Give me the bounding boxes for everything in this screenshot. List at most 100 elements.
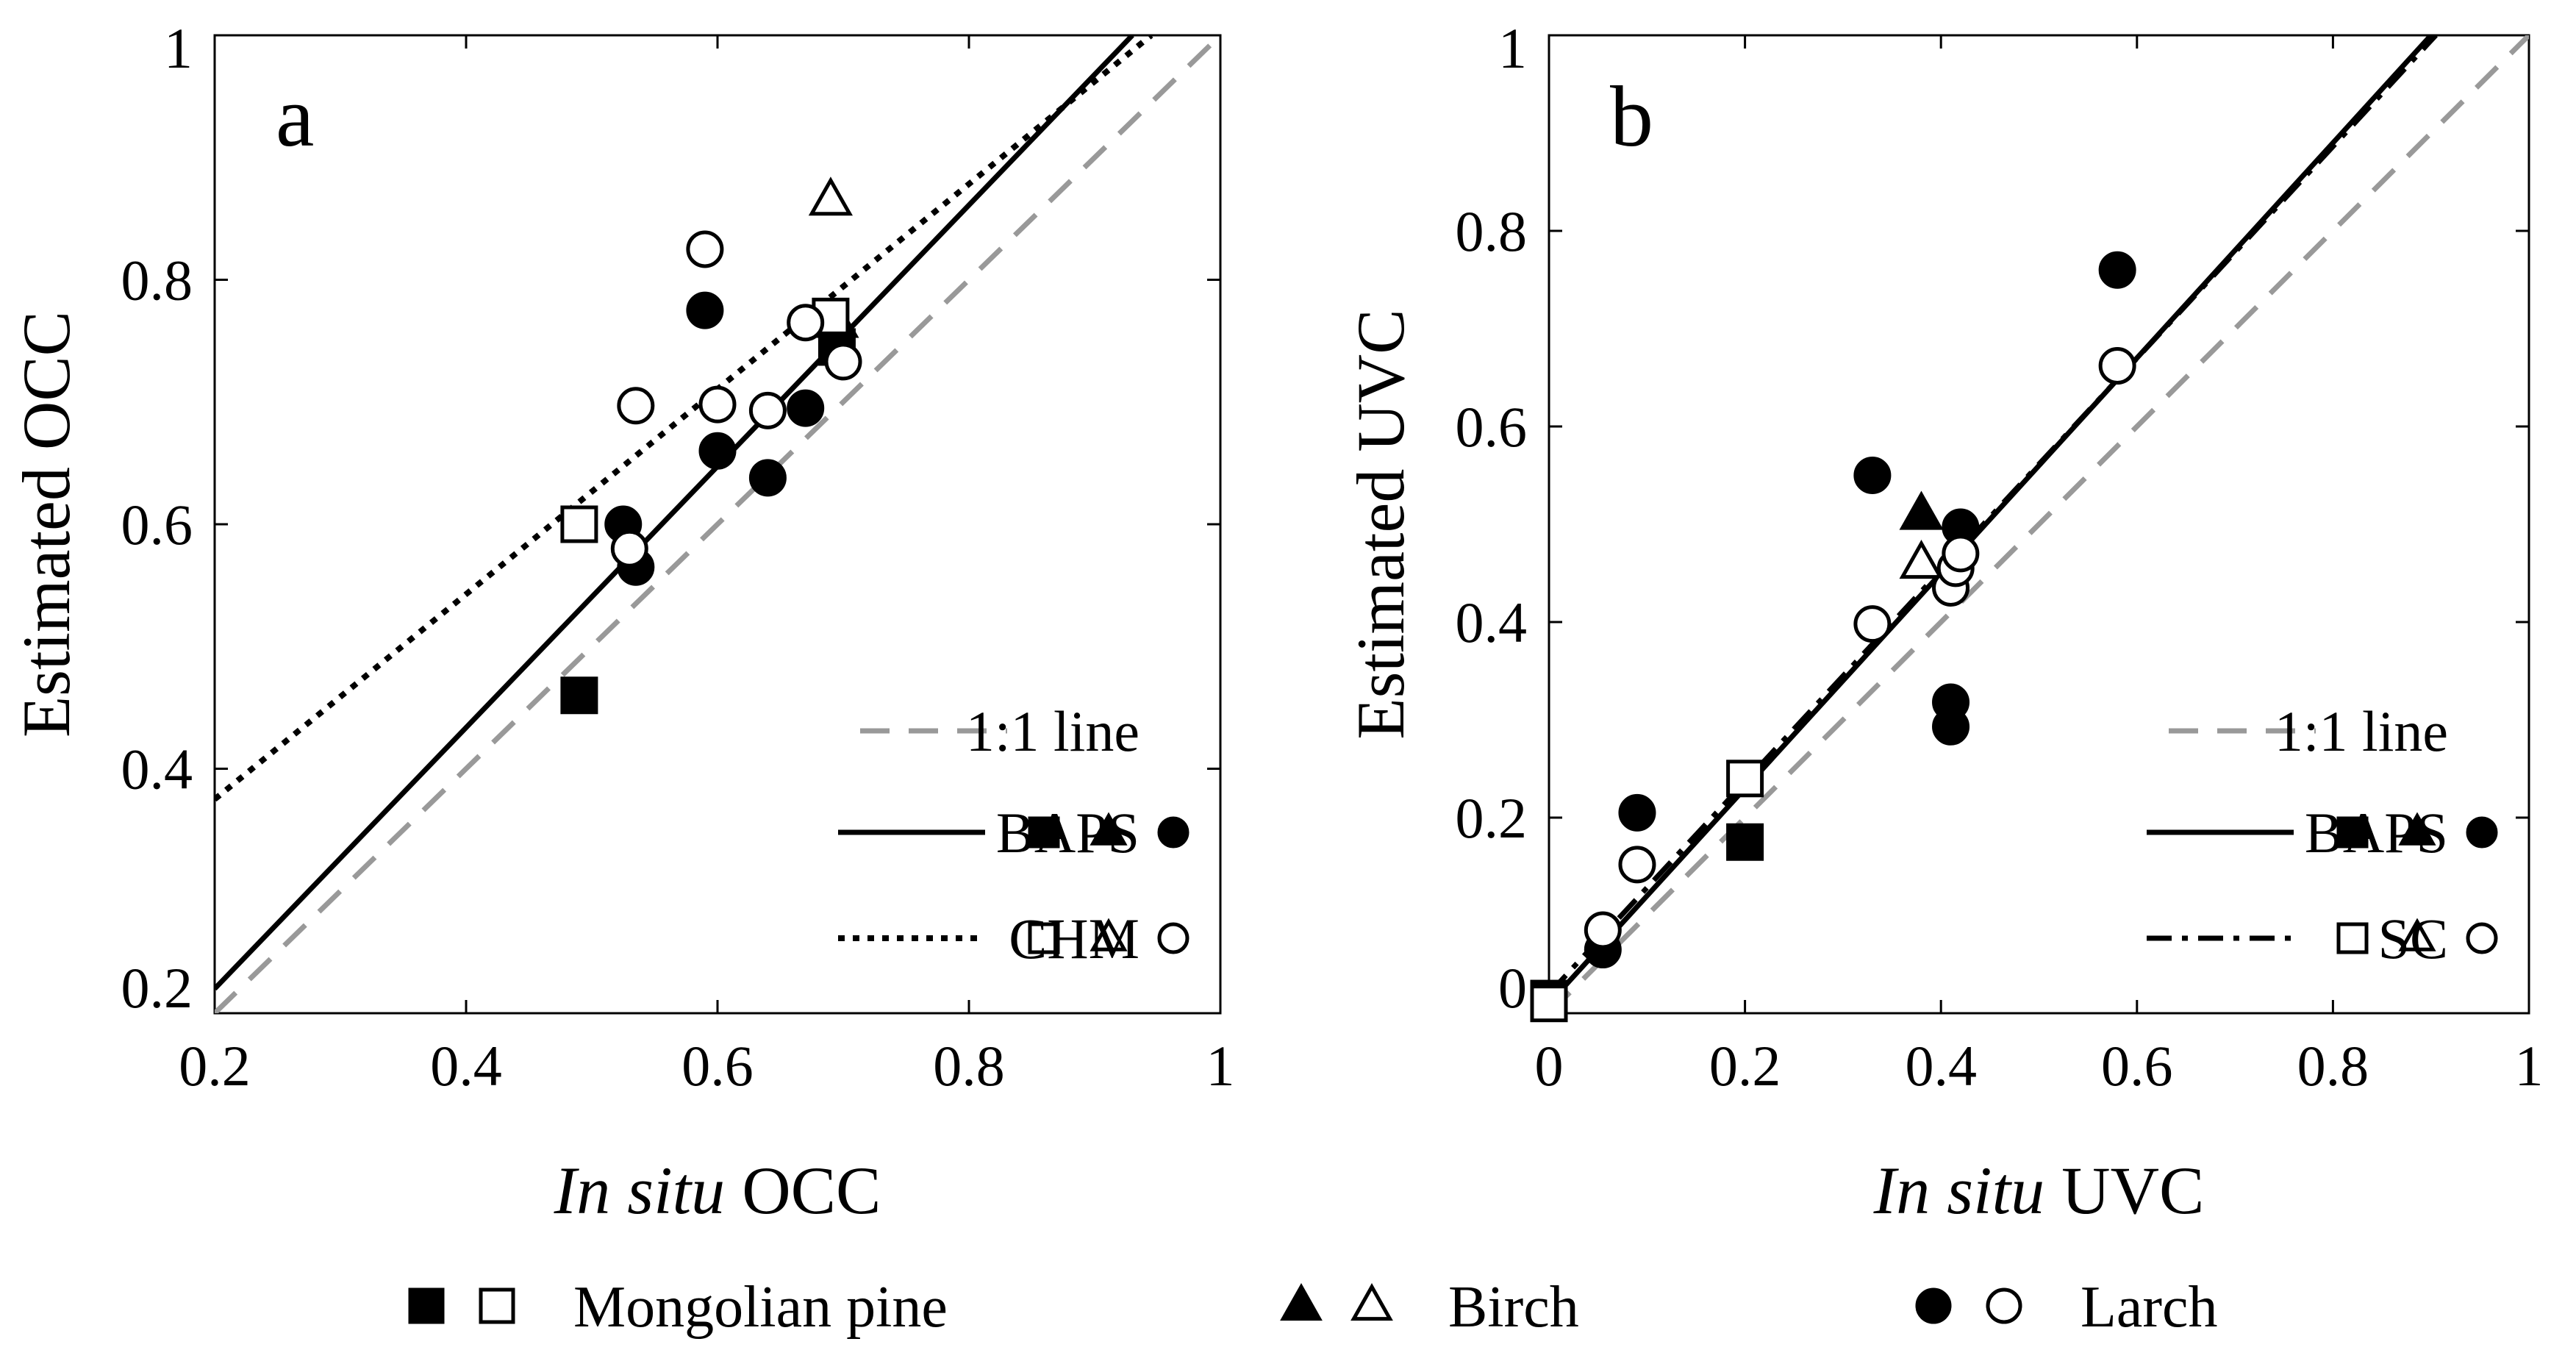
data-point-baps-mongolian-pine — [1726, 823, 1764, 861]
legend-marker-square — [1028, 922, 1060, 954]
legend-label-baps: BAPS — [2305, 801, 2448, 865]
x-tick-label: 0.4 — [1905, 1034, 1977, 1098]
data-point-baps-larch — [1618, 793, 1656, 832]
data-point-chm-larch — [787, 304, 825, 342]
data-point-chm-larch — [748, 391, 787, 429]
fit-lines — [1549, 35, 2529, 1013]
x-tick-label: 0 — [1535, 1034, 1564, 1098]
data-point-sc-mongolian-pine — [1726, 760, 1764, 798]
y-tick-label: 0.8 — [1456, 199, 1528, 263]
y-tick-label: 1 — [164, 16, 193, 80]
legend-label-chm: CHM — [1009, 907, 1139, 971]
legend-label-1-1-line: 1:1 line — [966, 699, 1139, 763]
data-point-chm-larch — [686, 230, 724, 268]
legend-marker-triangle — [2398, 918, 2436, 951]
x-axis-label: In situ UVC — [1873, 1153, 2205, 1228]
legend-label-sc: SC — [2378, 907, 2448, 971]
legend-marker-square — [2336, 922, 2369, 954]
data-point-baps-larch — [1932, 707, 1970, 746]
species-marker-open-mongolian-pine — [479, 1287, 515, 1324]
fit-lines — [215, 35, 1220, 1013]
data-point-sc-larch — [1853, 605, 1892, 643]
legend-marker-triangle — [1090, 918, 1128, 951]
x-axis-label-italic: In situ — [554, 1153, 726, 1228]
legend-marker-square — [1028, 816, 1060, 849]
species-marker-open-birch — [1350, 1283, 1393, 1321]
legend-marker-square — [2336, 816, 2369, 849]
x-axis-label-rest: UVC — [2044, 1153, 2204, 1228]
legend-marker-circle — [1157, 816, 1189, 849]
data-point-baps-birch — [1899, 490, 1944, 530]
data-point-chm-larch — [824, 343, 862, 381]
panel-b: 0 0.2 0.4 0.6 0.8 1 0 0.2 0.4 0.6 0.8 1 In situ UVC E… — [1343, 16, 2544, 1228]
y-tick-label: 0.4 — [1456, 590, 1528, 654]
fit-line-baps — [215, 35, 1134, 991]
x-tick-label: 1 — [2515, 1034, 2544, 1098]
x-tick-label: 0.6 — [2101, 1034, 2173, 1098]
y-tick-label: 0.6 — [1456, 395, 1528, 459]
fit-line-sc — [1549, 35, 2438, 996]
data-point-sc-birch — [1899, 540, 1944, 579]
panel-letter: b — [1610, 68, 1653, 165]
species-label-larch: Larch — [2081, 1275, 2218, 1340]
data-point-sc-larch — [1584, 911, 1622, 949]
species-label-birch: Birch — [1448, 1275, 1579, 1340]
y-tick-label: 0.2 — [121, 956, 193, 1020]
panel-a: 0.2 0.4 0.6 0.8 1 0.2 0.4 0.6 0.8 1 In situ OCC Est… — [9, 16, 1235, 1228]
x-tick-label: 0.2 — [179, 1034, 251, 1098]
legend-marker-triangle — [2398, 812, 2436, 846]
data-point-chm-birch — [808, 176, 853, 216]
data-point-baps-larch — [2098, 251, 2136, 289]
x-axis-label: In situ OCC — [554, 1153, 881, 1228]
species-marker-filled-mongolian-pine — [408, 1287, 445, 1324]
data-point-sc-larch — [2098, 347, 2136, 385]
x-tick-label: 0.8 — [2297, 1034, 2369, 1098]
data-point-baps-larch — [787, 389, 825, 427]
legend-marker-circle — [1157, 922, 1189, 954]
species-marker-open-larch — [1986, 1287, 2022, 1324]
data-point-chm-larch — [698, 385, 737, 424]
fit-line-1-1-line — [215, 35, 1220, 1013]
fit-line-baps — [1549, 35, 2433, 1006]
x-axis-label-rest: OCC — [725, 1153, 881, 1228]
plot-frame — [1548, 34, 2530, 1015]
data-point-baps-larch — [686, 291, 724, 329]
legend-marker-circle — [2466, 922, 2498, 954]
y-tick-label: 0.8 — [121, 249, 193, 312]
data-point-sc-mongolian-pine — [1530, 985, 1568, 1023]
data-point-sc-larch — [1942, 535, 1980, 573]
data-point-baps-mongolian-pine — [560, 676, 598, 715]
data-point-chm-larch — [617, 387, 655, 425]
data-point-baps-larch — [1853, 457, 1892, 494]
species-label-mongolian-pine: Mongolian pine — [573, 1275, 948, 1340]
data-point-baps-larch — [698, 432, 737, 470]
x-axis-label-italic: In situ — [1873, 1153, 2045, 1228]
species-marker-filled-larch — [1915, 1287, 1952, 1324]
x-tick-label: 0.4 — [430, 1034, 502, 1098]
legend-label-1-1-line: 1:1 line — [2275, 699, 2448, 763]
y-tick-label: 0.4 — [121, 737, 193, 801]
x-tick-label: 1 — [1206, 1034, 1235, 1098]
panel-letter: a — [276, 68, 314, 165]
data-point-baps-larch — [748, 459, 787, 497]
legend-marker-circle — [2466, 816, 2498, 849]
data-point-chm-larch — [610, 529, 648, 568]
x-tick-label: 0.8 — [933, 1034, 1005, 1098]
fit-line-1-1-line — [1549, 35, 2529, 1013]
legend-label-baps: BAPS — [996, 801, 1139, 865]
species-marker-filled-birch — [1280, 1283, 1323, 1321]
legend-marker-triangle — [1090, 812, 1128, 846]
fit-line-chm — [215, 35, 1153, 802]
y-tick-label: 0.2 — [1456, 786, 1528, 850]
species-legend: Mongolian pine Birch Larch — [408, 1275, 2218, 1340]
y-tick-label: 1 — [1498, 16, 1527, 80]
y-tick-label: 0 — [1498, 956, 1527, 1020]
y-axis-label: Estimated UVC — [1343, 309, 1418, 739]
x-tick-label: 0.2 — [1709, 1034, 1781, 1098]
data-point-sc-larch — [1618, 846, 1656, 884]
data-point-chm-mongolian-pine — [560, 505, 598, 543]
y-axis-label: Estimated OCC — [9, 311, 84, 737]
x-tick-label: 0.6 — [681, 1034, 754, 1098]
y-tick-label: 0.6 — [121, 493, 193, 557]
